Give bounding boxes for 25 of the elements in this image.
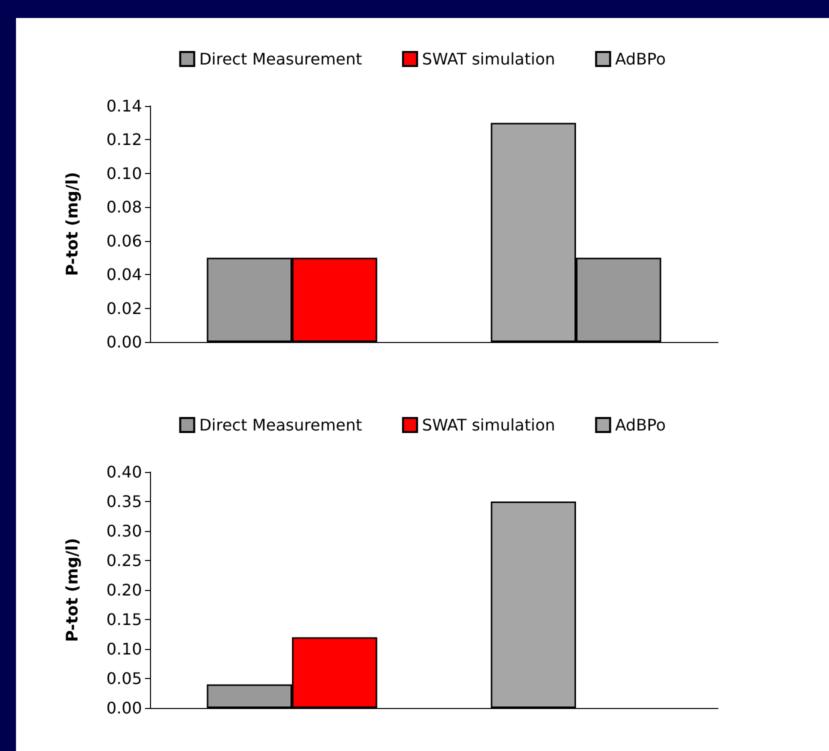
y-tick-label: 0.30	[106, 522, 142, 540]
y-tick-label: 0.14	[106, 96, 142, 116]
legend-label: SWAT simulation	[422, 416, 556, 434]
y-tick-label: 0.04	[106, 265, 142, 284]
y-tick-label: 0.00	[106, 332, 142, 352]
legend-label: Direct Measurement	[199, 50, 362, 68]
y-tick-label: 0.05	[106, 669, 142, 688]
y-tick-label: 0.10	[106, 164, 142, 183]
y-tick-label: 0.02	[106, 298, 142, 318]
y-tick-label: 0.35	[106, 492, 142, 511]
y-tick-label: 0.12	[106, 130, 142, 150]
y-axis-title: P-tot (mg/l)	[62, 538, 82, 642]
y-tick-label: 0.25	[106, 551, 142, 570]
legend-label: SWAT simulation	[422, 50, 556, 68]
legend-label: AdBPo	[615, 416, 666, 434]
y-tick-label: 0.20	[106, 580, 142, 600]
legend-label: AdBPo	[615, 50, 666, 68]
y-tick-label: 0.15	[106, 610, 142, 629]
y-tick-label: 0.10	[106, 640, 142, 658]
y-tick-label: 0.40	[106, 462, 142, 482]
y-tick-label: 0.00	[106, 698, 142, 718]
y-tick-label: 0.06	[106, 231, 142, 250]
y-tick-label: 0.08	[106, 198, 142, 217]
legend-label: Direct Measurement	[199, 416, 362, 434]
y-axis-title: P-tot (mg/l)	[62, 172, 82, 276]
